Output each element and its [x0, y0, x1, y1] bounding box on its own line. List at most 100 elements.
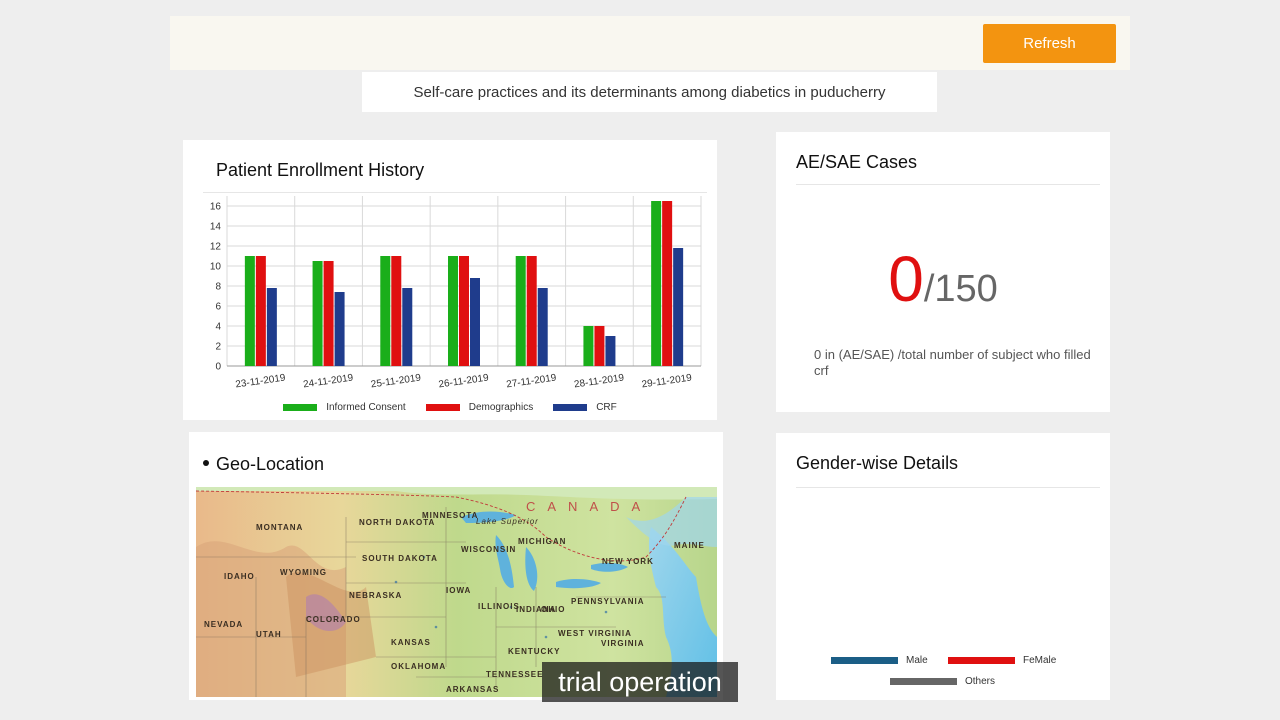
legend-swatch-others: [890, 678, 957, 685]
legend-female[interactable]: FeMale: [948, 655, 1056, 666]
legend-male[interactable]: Male: [831, 655, 928, 666]
card-divider: [203, 192, 707, 193]
map-label: ARKANSAS: [446, 685, 500, 694]
x-tick-label: 28-11-2019: [573, 373, 625, 391]
ae-sae-description: 0 in (AE/SAE) /total number of subject w…: [814, 347, 1091, 378]
bar-crf: [402, 288, 413, 366]
legend-swatch-informed-consent: [283, 404, 318, 411]
map-label: NEW YORK: [602, 557, 654, 566]
geo-location-title: Geo-Location: [203, 454, 324, 475]
y-tick-label: 4: [215, 322, 221, 333]
map-image: [196, 487, 717, 697]
map-label: OHIO: [541, 605, 566, 614]
legend-swatch-female: [948, 657, 1015, 664]
bar-demographics: [255, 256, 266, 366]
enrollment-bar-chart: 0 2 4 6 8 10 12 14 16 23-11-2019 24-11-2019 25-11-2…: [210, 196, 702, 391]
bar-informed-consent: [448, 256, 458, 366]
map-label: NORTH DAKOTA: [359, 518, 436, 527]
map-label: OKLAHOMA: [391, 662, 447, 671]
legend-label: Informed Consent: [326, 402, 406, 413]
bar-informed-consent: [380, 256, 391, 366]
card-divider: [796, 487, 1100, 488]
study-title: Self-care practices and its determinants…: [362, 72, 937, 112]
map-label: NEVADA: [204, 620, 244, 629]
bar-informed-consent: [515, 256, 526, 366]
map-label: IDAHO: [224, 572, 255, 581]
legend-others[interactable]: Others: [890, 676, 995, 687]
chart-legend: Informed Consent Demographics CRF: [183, 402, 717, 413]
x-tick-label: 25-11-2019: [370, 373, 422, 391]
bar-demographics: [594, 326, 605, 366]
legend-label: Male: [906, 655, 928, 666]
bar-crf: [470, 278, 480, 366]
ae-sae-title: AE/SAE Cases: [796, 152, 918, 172]
top-toolbar: Refresh: [170, 16, 1130, 70]
x-tick-label: 27-11-2019: [506, 373, 558, 391]
bar-informed-consent: [651, 201, 662, 366]
legend-swatch-crf: [553, 404, 588, 411]
bar-demographics: [662, 201, 673, 366]
y-tick-label: 6: [215, 302, 221, 313]
legend-swatch-demographics: [425, 404, 460, 411]
map-label: COLORADO: [306, 615, 361, 624]
legend-swatch-male: [831, 657, 898, 664]
bar-informed-consent: [244, 256, 255, 366]
ae-sae-card: AE/SAE Cases 0/150 0 in (AE/SAE) /total …: [776, 132, 1110, 412]
map-label: MICHIGAN: [518, 537, 567, 546]
bar-crf: [266, 288, 277, 366]
legend-label: CRF: [596, 402, 617, 413]
bar-crf: [537, 288, 548, 366]
x-tick-label: 24-11-2019: [302, 373, 354, 391]
x-tick-label: 29-11-2019: [641, 373, 693, 391]
bar-informed-consent: [583, 326, 594, 366]
y-tick-label: 0: [215, 362, 221, 373]
gender-wise-title: Gender-wise Details: [796, 453, 959, 473]
bar-crf: [334, 292, 345, 366]
video-caption: trial operation: [542, 662, 738, 702]
refresh-button[interactable]: Refresh: [983, 24, 1116, 63]
legend-label: Demographics: [468, 402, 534, 413]
y-tick-label: 14: [210, 222, 222, 233]
bar-informed-consent: [312, 261, 323, 366]
ae-sae-total: /150: [923, 268, 998, 310]
map-label: MAINE: [674, 541, 705, 550]
map-label: VIRGINIA: [601, 639, 645, 648]
map-label: NEBRASKA: [349, 591, 403, 600]
bullet-icon: [203, 460, 209, 467]
map-label: TENNESSEE: [486, 670, 544, 679]
bar-crf: [673, 248, 684, 366]
geo-location-card: Geo-Location: [189, 432, 723, 700]
enrollment-history-card: Patient Enrollment History 0 2 4 6 8 10 12 14 16…: [183, 140, 717, 420]
map-label: WYOMING: [280, 568, 327, 577]
bar-demographics: [391, 256, 402, 366]
y-tick-label: 10: [210, 262, 222, 273]
ae-sae-count: 0/150: [776, 242, 1110, 316]
y-tick-label: 16: [210, 202, 222, 213]
card-divider: [796, 184, 1100, 185]
bar-crf: [605, 336, 616, 366]
bar-demographics: [323, 261, 334, 366]
map-label: INDIANA: [516, 605, 557, 614]
map-label: IOWA: [446, 586, 472, 595]
bar-demographics: [526, 256, 537, 366]
map-label: MONTANA: [256, 523, 304, 532]
map-label: WEST VIRGINIA: [558, 629, 632, 638]
map-label: Lake Superior: [476, 517, 539, 526]
legend-label: FeMale: [1023, 655, 1057, 666]
legend-informed-consent[interactable]: Informed Consent: [283, 402, 406, 413]
ae-sae-number: 0: [888, 243, 924, 315]
map-label: SOUTH DAKOTA: [362, 554, 438, 563]
x-tick-label: 26-11-2019: [438, 373, 490, 391]
y-tick-label: 8: [215, 282, 221, 293]
legend-label: Others: [965, 676, 996, 687]
map-label: MINNESOTA: [422, 511, 479, 520]
map-label: PENNSYLVANIA: [571, 597, 645, 606]
legend-demographics[interactable]: Demographics: [425, 402, 534, 413]
bar-demographics: [459, 256, 469, 366]
map-label: UTAH: [256, 630, 282, 639]
map-label: CANADA: [526, 499, 653, 514]
y-tick-label: 2: [215, 342, 221, 353]
legend-crf[interactable]: CRF: [553, 402, 617, 413]
enrollment-chart-title: Patient Enrollment History: [216, 160, 425, 180]
map-label: ILLINOIS: [478, 602, 520, 611]
